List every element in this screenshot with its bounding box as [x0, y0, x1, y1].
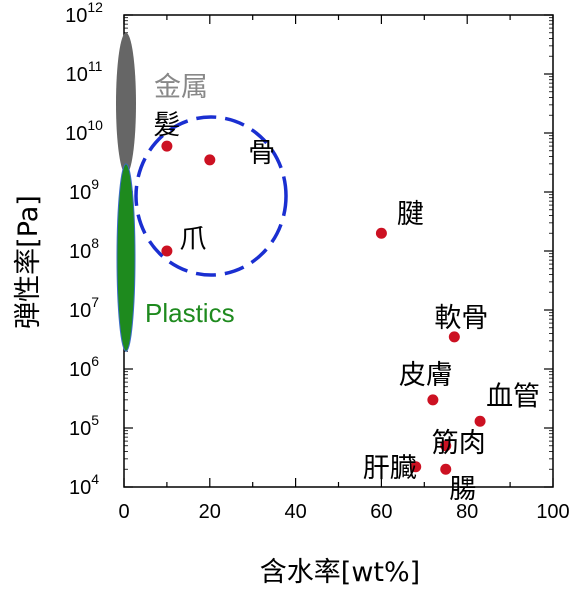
y-tick-label: 108	[69, 235, 99, 263]
highlight-circle	[134, 115, 288, 277]
x-tick-label: 60	[370, 501, 392, 523]
data-point	[204, 154, 216, 166]
data-point	[448, 331, 460, 343]
data-point	[161, 140, 173, 152]
y-tick-label: 1010	[65, 117, 103, 145]
plastics-range	[116, 163, 136, 352]
point-label: 筋肉	[432, 428, 486, 459]
point-label: 肝臓	[363, 453, 417, 484]
x-tick-label: 20	[199, 501, 221, 523]
y-tick-label: 1012	[65, 0, 103, 27]
y-axis-title: 弾性率[Pa]	[13, 195, 44, 329]
data-point	[440, 440, 452, 452]
point-label: 骨	[248, 138, 275, 169]
x-tick-label: 100	[536, 501, 569, 523]
x-axis-title: 含水率[wt%]	[260, 557, 420, 588]
x-tick-label: 80	[456, 501, 478, 523]
plot-area: 104 105 106 107 108 109 1010 1011 1012 0 20 40 60 80 1…	[65, 0, 570, 523]
data-point	[474, 415, 486, 427]
metal-label: 金属	[154, 72, 208, 103]
y-tick-label: 109	[69, 176, 99, 204]
plastics-label: Plastics	[145, 298, 235, 328]
point-label: 皮膚	[399, 360, 453, 391]
x-tick-label: 0	[118, 501, 129, 523]
y-tick-label: 1011	[66, 58, 103, 86]
data-point	[375, 227, 387, 239]
point-label: 血管	[486, 381, 540, 412]
data-point	[410, 461, 422, 473]
point-label: 腸	[449, 474, 476, 505]
y-tick-label: 107	[69, 294, 99, 322]
data-point	[427, 394, 439, 406]
metal-range	[116, 32, 136, 175]
point-label: 爪	[179, 224, 206, 255]
y-tick-label: 105	[69, 412, 99, 440]
y-tick-label: 106	[69, 353, 99, 381]
x-tick-label: 40	[284, 501, 306, 523]
point-label: 腱	[397, 199, 424, 230]
data-point	[440, 463, 452, 475]
point-label: 軟骨	[434, 303, 488, 334]
y-tick-label: 104	[69, 471, 99, 499]
data-point	[161, 245, 173, 257]
point-label: 髪	[153, 110, 180, 141]
